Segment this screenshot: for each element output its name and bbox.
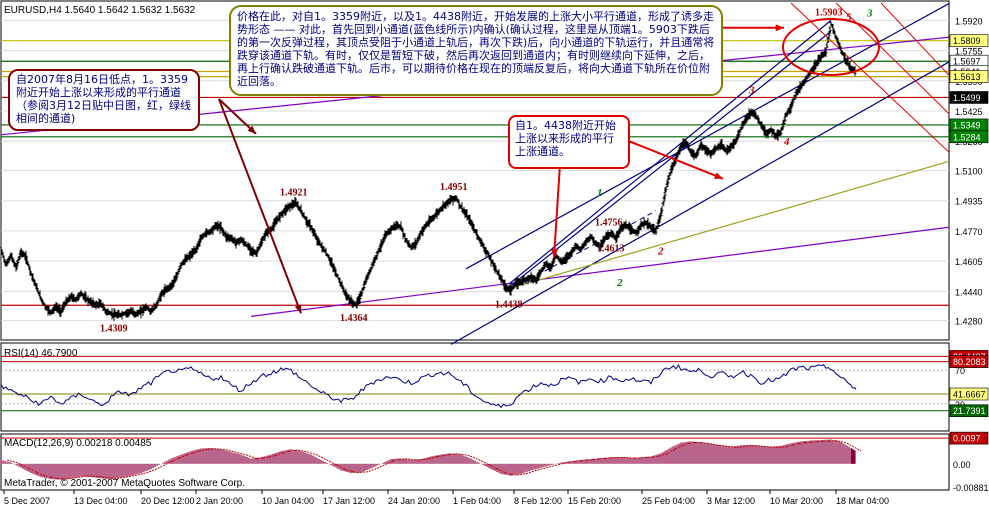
time-tick-label: 3 Mar 12:00 (707, 496, 755, 506)
analysis-note-left: 自2007年8月16日低点，1。3359 附近开始上涨以来形成的平行通道（参阅3… (8, 69, 200, 131)
price-labels: 1.4921 1.4951 1.4309 1.4364 1.4438 1.4756 1.46… (100, 8, 843, 335)
price-tick-label: 1.4770 (955, 227, 983, 237)
time-tick-label: 8 Feb 12:00 (514, 496, 562, 506)
macd-panel: 0.0097 0.00 -0.00881 (0, 431, 989, 493)
price-marker-box (949, 70, 989, 83)
arrow-to-purple-upper (218, 98, 257, 135)
wave-count-label: 4 (783, 136, 790, 148)
time-tick-label: 25 Feb 04:00 (642, 496, 695, 506)
wave-count-label: 5 (846, 11, 852, 23)
rsi-marker-box (949, 355, 989, 368)
price-extreme-label: 1.4613 (597, 244, 625, 255)
price-tick-label: 1.4280 (955, 317, 983, 327)
wave-count-label: 2 (616, 277, 623, 289)
rsi-header: RSI(14) 46.7900 (4, 348, 78, 359)
annotation-arrows (218, 24, 784, 314)
trendline-small-lower (505, 30, 832, 290)
price-tick-label: 1.5920 (955, 16, 983, 26)
arrow-to-small-upper-head (714, 172, 723, 179)
price-tick-label: 1.4935 (955, 197, 983, 207)
price-marker-box (949, 34, 989, 48)
macd-marker-label: 0.0097 (953, 434, 981, 444)
wave-count-label: 1 (597, 187, 603, 199)
price-axis: 1.59201.57551.55901.54251.52601.51001.49… (949, 16, 989, 327)
price-tick-label: 1.5100 (955, 167, 983, 177)
time-tick-label: 20 Dec 12:00 (141, 496, 195, 506)
macd-tick-label: -0.00881 (953, 483, 989, 493)
price-marker-label: 1.5499 (953, 93, 981, 103)
price-tick-label: 1.4440 (955, 287, 983, 297)
price-marker-label: 1.5697 (953, 57, 981, 67)
symbol-header: EURUSD,H4 1.5640 1.5642 1.5632 1.5632 (4, 5, 196, 16)
dashed-channel-line (520, 210, 657, 285)
price-tick-label: 1.5755 (955, 47, 983, 57)
copyright-text: MetaTrader, © 2001-2007 MetaQuotes Softw… (4, 478, 245, 489)
time-tick-label: 17 Jan 12:00 (323, 496, 375, 506)
rsi-marker-box (949, 404, 989, 418)
rsi-marker-label: 41.6667 (953, 389, 986, 399)
rsi-marker-label: 21.7391 (953, 406, 986, 416)
time-tick-label: 18 Mar 04:00 (836, 496, 889, 506)
time-tick-label: 10 Jan 04:00 (262, 496, 314, 506)
time-tick-label: 1 Feb 04:00 (453, 496, 501, 506)
trendline-olive-channel (505, 160, 950, 291)
trendline-small-upper (508, 19, 832, 285)
red-parallel-line (880, 2, 950, 76)
price-bars (0, 21, 857, 321)
time-tick-label: 10 Mar 20:00 (770, 496, 823, 506)
price-marker-label: 1.5284 (953, 132, 981, 142)
price-extreme-label: 1.4364 (340, 313, 368, 324)
price-extreme-label: 1.4921 (280, 187, 308, 198)
price-marker-box (949, 130, 989, 144)
time-tick-label: 2 Jan 20:00 (196, 496, 243, 506)
time-tick-label: 24 Jan 20:00 (388, 496, 440, 506)
macd-header: MACD(12,26,9) 0.00218 0.00485 (4, 438, 152, 449)
top-circle-ellipse (782, 18, 880, 76)
analysis-note-top: 价格在此，对自1。3359附近，以及1。4438附近，开始发展的上涨大小平行通道… (229, 5, 723, 96)
arrow-to-purple-upper-head (247, 125, 256, 134)
wave-count-label: 3 (748, 85, 755, 97)
analysis-note-mid: 自1。4438附近开始上涨以来形成的平行上涨通道。 (508, 115, 630, 169)
price-extreme-label: 1.4438 (495, 300, 523, 311)
time-tick-label: 15 Feb 20:00 (568, 496, 621, 506)
rsi-tick-label: 70 (955, 366, 965, 376)
price-marker-label: 1.5349 (953, 120, 981, 130)
price-extreme-label: 1.4309 (100, 323, 128, 334)
wave-count-label: 2 (657, 246, 664, 258)
rsi-line (0, 363, 857, 409)
trendline-blue-lower (450, 61, 950, 345)
price-tick-label: 1.5425 (955, 107, 983, 117)
price-extreme-label: 1.4951 (440, 182, 468, 193)
price-extreme-label: 1.5903 (815, 8, 843, 19)
time-tick-label: 5 Dec 2007 (4, 496, 50, 506)
rsi-marker-box (949, 387, 989, 401)
wave-labels: 1 2 3 2 3 4 5 (597, 8, 873, 289)
red-parallel-line (835, 2, 950, 115)
time-tick-label: 13 Dec 04:00 (74, 496, 128, 506)
macd-signal-line (6, 440, 862, 480)
price-extreme-label: 1.4756 (595, 217, 623, 228)
arrow-to-small-upper (628, 140, 724, 180)
red-parallel-line (790, 2, 950, 153)
macd-tick-label: 0.00 (953, 460, 971, 470)
arrow-to-top-circle-head (775, 24, 784, 32)
chart-header: EURUSD,H4 1.5640 1.5642 1.5632 1.5632 RS… (4, 5, 245, 489)
price-marker-label: 1.5809 (953, 36, 981, 46)
arrow-to-small-channel-head (551, 248, 559, 258)
arrow-to-purple-lower (218, 98, 302, 314)
arrow-to-purple-lower-head (294, 304, 302, 314)
trendline-purple-lower (250, 226, 950, 317)
rsi-marker-label: 80.2083 (953, 357, 986, 367)
time-axis: 5 Dec 2007 13 Dec 04:00 20 Dec 12:00 2 Jan … (3, 490, 889, 506)
wave-count-label: 3 (866, 8, 873, 20)
price-marker-box (949, 91, 989, 104)
price-tick-label: 1.4605 (955, 257, 983, 267)
macd-marker-box (949, 431, 989, 445)
price-marker-label: 1.5613 (953, 72, 981, 82)
trendline-blue-upper (465, 3, 950, 270)
